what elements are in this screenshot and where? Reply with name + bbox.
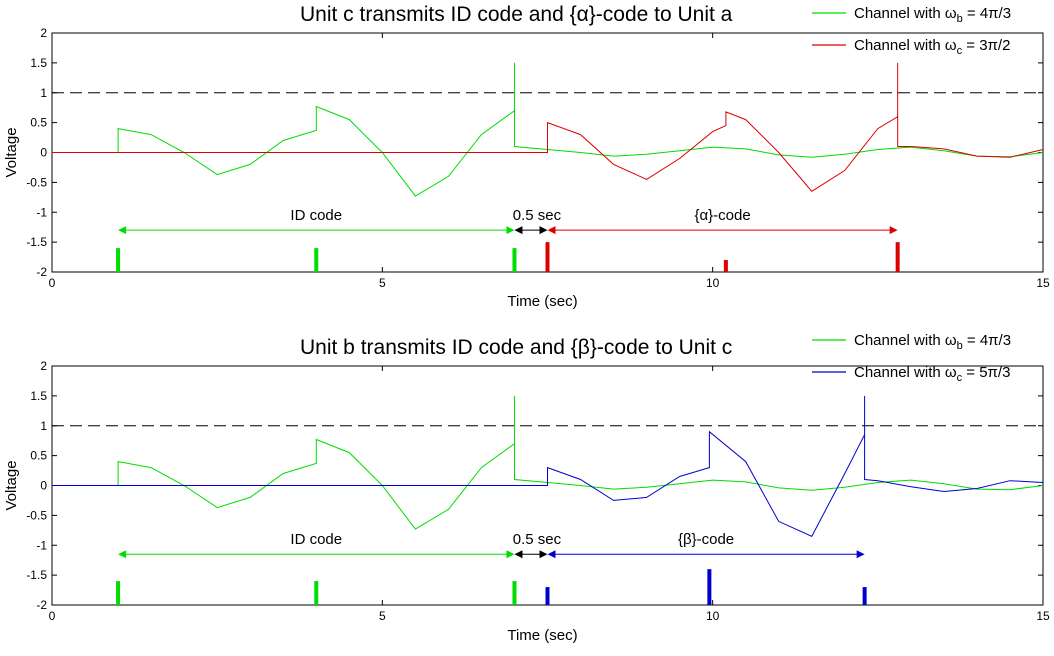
arrowhead-left (118, 226, 127, 235)
pulse-marker (314, 581, 319, 605)
legend-entry: Channel with ωb = 4π/3 (854, 332, 1011, 352)
y-tick-label: 0.5 (30, 449, 47, 463)
y-tick-label: 2 (40, 26, 47, 40)
pulse-marker (895, 242, 900, 272)
chart-title: Unit c transmits ID code and {α}-code to… (300, 3, 733, 26)
chart-title: Unit b transmits ID code and {β}-code to… (300, 336, 732, 359)
chart-panel-1: -2 -1.5 -1 -0.5 0 0.5 1 1.5 2 0 5 10 15 Time (sec) Vol… (3, 3, 1050, 310)
series-line-2 (52, 430, 1044, 537)
arrowhead-left (514, 226, 523, 235)
arrowhead-right (506, 550, 515, 559)
y-tick-label: -1.5 (26, 235, 47, 249)
y-tick-label: 2 (40, 359, 47, 373)
pulse-marker (723, 260, 728, 272)
pulse-marker (545, 587, 550, 605)
arrowhead-left (547, 550, 556, 559)
annotation-label: 0.5 sec (513, 207, 562, 224)
annotation-label: ID code (290, 531, 342, 548)
y-tick-label: -2 (36, 265, 47, 279)
pulse-marker (116, 248, 121, 272)
legend-entry: Channel with ωb = 4π/3 (854, 5, 1011, 25)
x-tick-label: 5 (379, 276, 386, 290)
y-tick-label: -0.5 (26, 175, 47, 189)
x-tick-label: 10 (706, 609, 720, 623)
legend-entry: Channel with ωc = 5π/3 (854, 364, 1010, 384)
x-axis-label: Time (sec) (507, 293, 577, 310)
y-tick-label: 0 (40, 146, 47, 160)
pulse-marker (314, 248, 319, 272)
arrowhead-right (539, 550, 548, 559)
pulse-marker (512, 248, 517, 272)
y-tick-label: 0 (40, 479, 47, 493)
series-line-1 (52, 105, 1044, 197)
annotation-label: {α}-code (694, 207, 750, 224)
annotation-label: ID code (290, 207, 342, 224)
pulse-marker (545, 242, 550, 272)
y-tick-label: 0.5 (30, 116, 47, 130)
x-tick-label: 0 (49, 276, 56, 290)
annotation-label: 0.5 sec (513, 531, 562, 548)
y-tick-label: -0.5 (26, 508, 47, 522)
y-tick-label: -1.5 (26, 568, 47, 582)
arrowhead-right (856, 550, 865, 559)
y-axis-label: Voltage (3, 460, 20, 510)
arrowhead-left (514, 550, 523, 559)
y-tick-label: 1 (40, 419, 47, 433)
arrowhead-right (889, 226, 898, 235)
x-tick-label: 5 (379, 609, 386, 623)
series-line-2 (52, 111, 1044, 192)
pulse-marker (512, 581, 517, 605)
x-tick-label: 15 (1036, 276, 1050, 290)
y-axis-label: Voltage (3, 127, 20, 177)
arrowhead-right (506, 226, 515, 235)
y-tick-label: 1.5 (30, 389, 47, 403)
x-axis-label: Time (sec) (507, 627, 577, 644)
pulse-marker (116, 581, 121, 605)
arrowhead-left (118, 550, 127, 559)
y-tick-label: 1.5 (30, 56, 47, 70)
annotation-label: {β}-code (678, 531, 734, 548)
x-tick-label: 0 (49, 609, 56, 623)
x-tick-label: 15 (1036, 609, 1050, 623)
chart-panel-2: -2 -1.5 -1 -0.5 0 0.5 1 1.5 2 0 5 10 15 Time (sec) Vol… (3, 332, 1050, 644)
arrowhead-right (539, 226, 548, 235)
y-tick-label: -1 (36, 538, 47, 552)
y-tick-label: -1 (36, 205, 47, 219)
arrowhead-left (547, 226, 556, 235)
series-line-1 (52, 438, 1044, 530)
y-tick-label: 1 (40, 86, 47, 100)
legend-entry: Channel with ωc = 3π/2 (854, 37, 1010, 57)
y-tick-label: -2 (36, 598, 47, 612)
pulse-marker (862, 587, 867, 605)
x-tick-label: 10 (706, 276, 720, 290)
pulse-marker (707, 569, 712, 605)
